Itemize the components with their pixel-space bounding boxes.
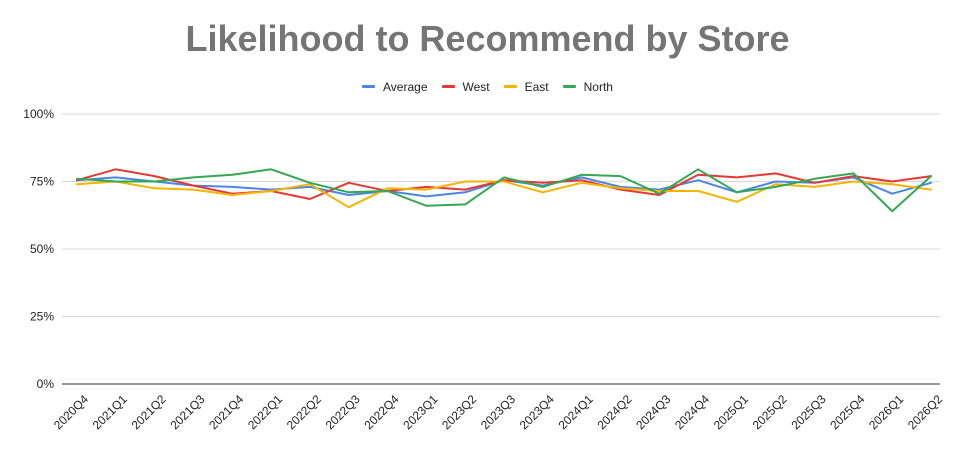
x-tick-label: 2026Q1 xyxy=(866,392,906,432)
x-tick-label: 2021Q3 xyxy=(167,392,207,432)
series-line-north xyxy=(76,168,932,213)
legend-swatch xyxy=(503,85,517,88)
x-tick-label: 2025Q4 xyxy=(827,392,867,432)
x-tick-label: 2024Q1 xyxy=(556,392,596,432)
x-tick-label: 2022Q1 xyxy=(245,392,285,432)
chart-title: Likelihood to Recommend by Store xyxy=(185,18,790,59)
x-tick-label: 2026Q2 xyxy=(905,392,945,432)
x-tick-label: 2021Q1 xyxy=(90,392,130,432)
y-tick-label: 0% xyxy=(37,377,55,391)
y-tick-label: 100% xyxy=(23,107,54,121)
legend-item-north: North xyxy=(562,79,613,94)
legend-label: West xyxy=(462,79,490,94)
series-line-west xyxy=(76,168,932,200)
legend-swatch xyxy=(362,85,376,88)
x-tick-label: 2022Q4 xyxy=(362,392,402,432)
x-tick-label: 2023Q1 xyxy=(400,392,440,432)
x-tick-label: 2021Q2 xyxy=(129,392,169,432)
x-tick-label: 2022Q2 xyxy=(284,392,324,432)
x-tick-label: 2024Q2 xyxy=(594,392,634,432)
x-tick-label: 2024Q3 xyxy=(633,392,673,432)
x-tick-label: 2023Q3 xyxy=(478,392,518,432)
x-tick-label: 2023Q4 xyxy=(517,392,557,432)
y-tick-label: 25% xyxy=(30,310,54,324)
x-tick-label: 2025Q3 xyxy=(789,392,829,432)
legend-swatch xyxy=(441,85,455,88)
x-tick-label: 2021Q4 xyxy=(206,392,246,432)
x-tick-label: 2024Q4 xyxy=(672,392,712,432)
legend-swatch xyxy=(562,85,576,88)
legend-item-average: Average xyxy=(362,79,428,94)
chart-legend: Average West East North xyxy=(0,77,975,94)
legend-label: East xyxy=(524,79,549,94)
x-tick-label: 2022Q3 xyxy=(323,392,363,432)
x-tick-label: 2025Q1 xyxy=(711,392,751,432)
legend-label: Average xyxy=(383,79,428,94)
legend-label: North xyxy=(583,79,613,94)
legend-item-west: West xyxy=(441,79,490,94)
x-tick-label: 2025Q2 xyxy=(750,392,790,432)
x-tick-label: 2020Q4 xyxy=(51,392,91,432)
legend-item-east: East xyxy=(503,79,549,94)
x-tick-label: 2023Q2 xyxy=(439,392,479,432)
y-tick-label: 50% xyxy=(30,242,54,256)
y-tick-label: 75% xyxy=(30,175,54,189)
